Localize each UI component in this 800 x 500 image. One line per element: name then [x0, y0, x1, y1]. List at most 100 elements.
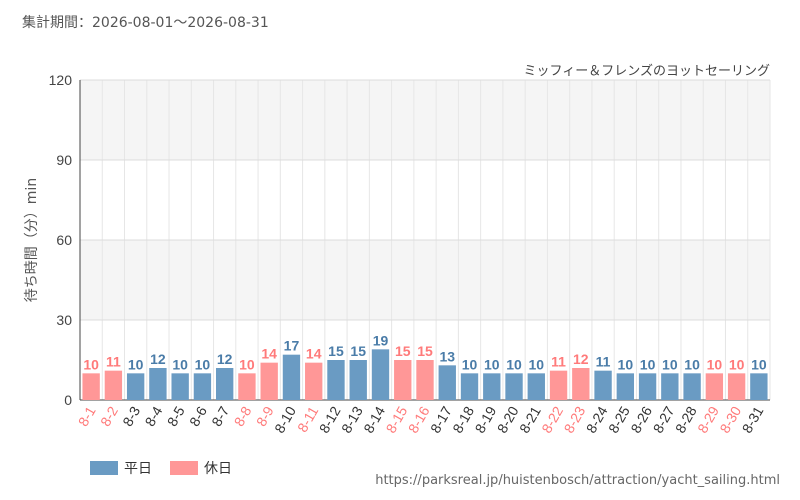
bar [82, 373, 100, 400]
source-url[interactable]: https://parksreal.jp/huistenbosch/attrac… [375, 473, 780, 488]
x-tick-label: 8-18 [449, 403, 477, 435]
bar-value-label: 10 [195, 356, 211, 372]
x-tick-label: 8-6 [186, 403, 210, 429]
y-tick-label: 30 [56, 312, 72, 328]
bar-value-label: 10 [462, 356, 478, 372]
legend: 平日 休日 [90, 458, 232, 478]
legend-holiday-swatch [170, 461, 198, 475]
x-tick-label: 8-23 [561, 403, 589, 435]
bar [394, 360, 412, 400]
period-label: 集計期間：2026-08-01～2026-08-31 [22, 15, 269, 31]
bar [616, 373, 635, 400]
y-tick-label: 90 [56, 152, 72, 168]
bar [416, 360, 434, 400]
bar [549, 370, 568, 400]
plot-band [80, 160, 770, 240]
legend-holiday: 休日 [170, 458, 232, 478]
bar-value-label: 12 [150, 351, 166, 367]
bar [282, 354, 301, 400]
bar-value-label: 19 [373, 332, 389, 348]
bar [683, 373, 701, 400]
x-tick-label: 8-4 [142, 403, 166, 429]
bar [260, 362, 278, 400]
bar [438, 365, 456, 400]
x-tick-label: 8-7 [208, 403, 232, 429]
x-tick-label: 8-5 [164, 403, 188, 429]
x-tick-label: 8-19 [472, 403, 500, 435]
bar [126, 373, 145, 400]
bar-value-label: 12 [217, 351, 233, 367]
x-tick-label: 8-2 [97, 403, 121, 429]
legend-weekday-swatch [90, 461, 118, 475]
bar-value-label: 15 [417, 343, 433, 359]
legend-weekday: 平日 [90, 458, 152, 478]
bar [505, 373, 523, 400]
x-tick-label: 8-20 [494, 403, 522, 435]
bar-value-label: 10 [751, 356, 767, 372]
y-tick-label: 120 [49, 72, 73, 88]
x-tick-label: 8-15 [382, 403, 410, 435]
bar [327, 360, 345, 400]
bar [661, 373, 679, 400]
bar-value-label: 10 [506, 356, 522, 372]
bar-value-label: 10 [239, 356, 255, 372]
bar-value-label: 10 [484, 356, 500, 372]
bar-value-label: 10 [128, 356, 144, 372]
legend-holiday-label: 休日 [204, 461, 232, 477]
bar-value-label: 12 [573, 351, 589, 367]
bar [638, 373, 657, 400]
bar [305, 362, 323, 400]
bar-value-label: 10 [83, 356, 99, 372]
x-tick-label: 8-14 [360, 403, 388, 435]
bar [193, 373, 212, 400]
bar [705, 373, 724, 400]
x-tick-label: 8-17 [427, 403, 455, 435]
bar-value-label: 15 [350, 343, 366, 359]
bar-value-label: 10 [618, 356, 634, 372]
bar-value-label: 10 [707, 356, 723, 372]
bar [349, 360, 367, 400]
x-tick-label: 8-1 [75, 403, 99, 429]
bar-value-label: 10 [684, 356, 700, 372]
x-tick-label: 8-13 [338, 403, 366, 435]
bar-value-label: 11 [551, 354, 566, 370]
x-tick-label: 8-16 [405, 403, 433, 435]
x-tick-label: 8-31 [739, 403, 767, 435]
x-tick-label: 8-10 [271, 403, 299, 435]
bar [460, 373, 479, 400]
bar-value-label: 10 [172, 356, 188, 372]
legend-weekday-label: 平日 [124, 461, 152, 477]
bar [104, 370, 123, 400]
y-tick-label: 0 [64, 392, 72, 408]
x-tick-label: 8-12 [316, 403, 344, 435]
x-tick-label: 8-22 [538, 403, 566, 435]
bar [594, 370, 612, 400]
bar-value-label: 13 [439, 348, 455, 364]
bar [371, 349, 390, 400]
x-tick-label: 8-3 [119, 403, 143, 429]
bar [750, 373, 768, 400]
x-tick-label: 8-26 [627, 403, 655, 435]
x-tick-label: 8-28 [672, 403, 700, 435]
x-tick-label: 8-30 [716, 403, 744, 435]
bar [149, 368, 167, 400]
bar-value-label: 14 [306, 346, 322, 362]
bar [727, 373, 746, 400]
bar-value-label: 10 [640, 356, 656, 372]
y-axis-label: 待ち時間（分）min [24, 178, 40, 302]
bar [483, 373, 501, 400]
bar-value-label: 15 [328, 343, 344, 359]
y-tick-label: 60 [56, 232, 72, 248]
x-tick-label: 8-25 [605, 403, 633, 435]
bar [215, 368, 234, 400]
x-tick-label: 8-8 [231, 403, 255, 429]
bar-value-label: 11 [596, 354, 611, 370]
bar [171, 373, 189, 400]
bar-value-label: 15 [395, 343, 411, 359]
x-tick-label: 8-27 [650, 403, 678, 435]
attraction-name: ミッフィー＆フレンズのヨットセーリング [523, 64, 770, 79]
bar-value-label: 17 [284, 338, 300, 354]
x-tick-label: 8-24 [583, 403, 611, 435]
bar-value-label: 10 [662, 356, 678, 372]
